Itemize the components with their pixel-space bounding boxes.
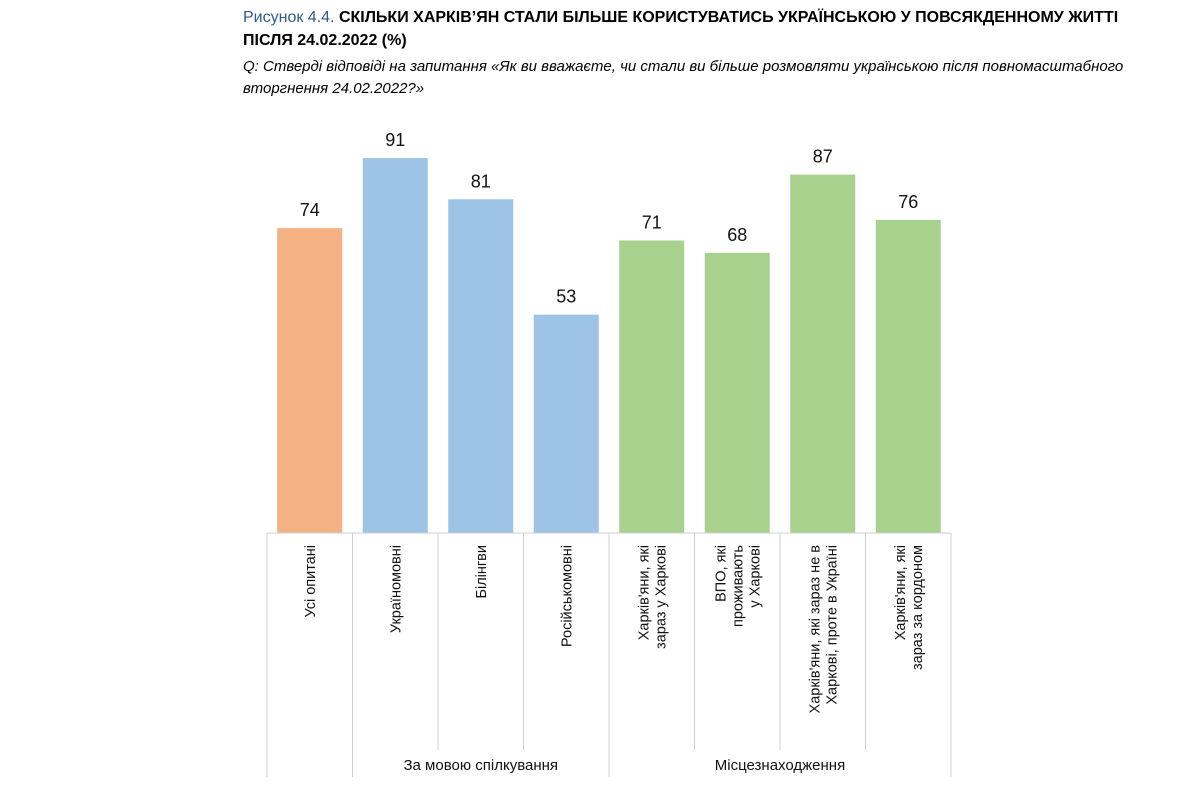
bar-5 [619, 240, 685, 534]
category-label: у Харкові [747, 545, 763, 608]
figure-question: Q: Стверді відповіді на запитання «Як ви… [243, 58, 1124, 97]
value-label-4: 53 [556, 287, 576, 307]
category-label: Харкові, проте в Україні [824, 545, 840, 705]
category-label: ВПО, які [713, 545, 729, 602]
category-label: Білінгви [474, 545, 490, 599]
bar-8 [875, 219, 941, 533]
group-label-1: За мовою спілкування [403, 757, 558, 774]
value-label-8: 76 [898, 192, 918, 212]
value-label-3: 81 [471, 171, 491, 191]
value-label-5: 71 [642, 212, 662, 232]
category-label: Харків'яни, які [893, 545, 909, 640]
category-label: проживають [730, 545, 746, 627]
value-label-1: 74 [300, 200, 320, 220]
bar-3 [448, 199, 514, 533]
category-label: зараз за кордоном [910, 545, 926, 670]
figure-label: Рисунок 4.4. [243, 9, 335, 26]
group-label-2: Місцезнаходження [715, 757, 845, 774]
category-label: Україномовні [388, 545, 404, 633]
category-label: зараз у Харкові [653, 545, 669, 649]
bar-7 [790, 174, 856, 533]
value-label-2: 91 [385, 130, 405, 150]
value-label-7: 87 [813, 147, 833, 167]
chart-header: Рисунок 4.4. СКІЛЬКИ ХАРКІВ’ЯН СТАЛИ БІЛ… [243, 6, 1143, 100]
category-label: Харків'яни, які зараз не в [807, 545, 823, 714]
bar-4 [533, 314, 599, 533]
figure-title-line: Рисунок 4.4. СКІЛЬКИ ХАРКІВ’ЯН СТАЛИ БІЛ… [243, 6, 1143, 52]
value-label-6: 68 [727, 225, 747, 245]
category-label: Усі опитані [303, 545, 319, 618]
bar-2 [362, 158, 428, 533]
figure-title: СКІЛЬКИ ХАРКІВ’ЯН СТАЛИ БІЛЬШЕ КОРИСТУВА… [243, 9, 1119, 49]
category-label: Харків'яни, які [636, 545, 652, 640]
bar-1 [277, 228, 343, 533]
bar-6 [704, 252, 770, 533]
category-label: Російськомовні [559, 545, 575, 647]
